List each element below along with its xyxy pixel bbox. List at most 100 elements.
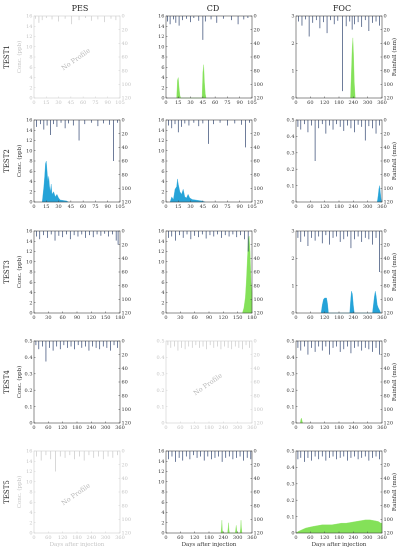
test5-foc-y-tick-label: 0	[291, 531, 294, 537]
test5-cd-x-axis-label: Days after injection	[182, 542, 237, 548]
test2-foc-x-tick-label: 360	[377, 204, 387, 210]
test2-cd-y-tick-label: 14	[158, 128, 164, 134]
test3-pes-x-tick-label: 120	[87, 315, 97, 321]
test1-pes-y-tick-label: 0	[29, 96, 32, 102]
test3-pes-y-tick-label: 10	[26, 259, 32, 265]
test2-foc-y2-tick-label: 60	[384, 159, 390, 165]
test1-pes-y2-tick-label: 100	[122, 82, 132, 88]
test3-cd-y2-tick-label: 20	[254, 242, 260, 248]
test3-cd-y2-tick-label: 40	[254, 256, 260, 262]
test1-cd-y2-tick-label: 120	[254, 96, 264, 102]
test3-cd-y-tick-label: 4	[161, 290, 164, 296]
test4-cd-y2-tick-label: 40	[254, 366, 260, 372]
test5-pes-x-tick-label: 0	[32, 535, 35, 541]
test1-cd-y-tick-label: 6	[161, 65, 164, 71]
test4-foc-concentration-area	[300, 417, 303, 424]
test2-cd-x-tick-label: 45	[200, 204, 206, 210]
test2-foc-y-tick-label: 0.1	[287, 183, 295, 189]
test5-cd-frame	[165, 450, 253, 534]
test4-cd-x-tick-label: 0	[164, 425, 167, 431]
test3-pes-x-tick-label: 0	[32, 315, 35, 321]
test2-cd-y-tick-label: 2	[161, 189, 164, 195]
test2-foc-y2-tick-label: 120	[384, 200, 394, 206]
column-titles: PES CD FOC	[72, 4, 351, 13]
row-title-test5: TEST5	[3, 480, 11, 504]
test4-pes-x-tick-label: 180	[72, 425, 82, 431]
test3-cd-y2-tick-label: 60	[254, 270, 260, 276]
test1-foc-y-tick-label: 2	[291, 41, 294, 47]
test1-foc-x-tick-label: 360	[377, 100, 387, 106]
test4-cd-no-profile-label: No Profile	[192, 371, 224, 397]
test3-cd-y-tick-label: 2	[161, 300, 164, 306]
test3-foc-y-tick-label: 1	[291, 283, 294, 289]
test4-foc-y-tick-label: 0	[291, 421, 294, 427]
test4-pes-y-tick-label: 0.2	[25, 388, 33, 394]
test3-pes-x-tick-label: 150	[101, 315, 111, 321]
test3-foc-x-tick-label: 60	[307, 315, 313, 321]
test4-pes-y-tick-label: 0.5	[25, 339, 33, 345]
test3-foc-x-tick-label: 180	[334, 315, 344, 321]
test5-foc-y2-tick-label: 120	[384, 531, 394, 537]
test1-pes-x-tick-label: 0	[32, 100, 35, 106]
test3-foc-right-axis-label: Rainfall (mm)	[391, 253, 398, 291]
test1-foc-y2-tick-label: 120	[384, 96, 394, 102]
test1-cd-y-tick-label: 8	[161, 55, 164, 61]
test4-foc-frame	[295, 340, 383, 424]
test5-pes-y2-tick-label: 0	[122, 449, 125, 455]
test4-foc-y2-tick-label: 120	[384, 421, 394, 427]
test3-foc-x-tick-label: 120	[320, 315, 330, 321]
panel-test5-pes: 0 2 4 6 8 10 12 14 16 0 20 40 60 80 100 120 0 60 120 180 240…	[16, 449, 131, 548]
test5-cd-x-tick-label: 0	[164, 535, 167, 541]
test3-pes-y-tick-label: 12	[26, 249, 32, 255]
test1-cd-x-tick-label: 90	[237, 100, 243, 106]
panel-test4-cd: 0 0.1 0.2 0.3 0.4 0.5 0 20 40 60 80 100 120 0 60 120 180…	[157, 339, 264, 431]
column-title-cd: CD	[207, 4, 220, 13]
test2-foc-x-tick-label: 300	[363, 204, 373, 210]
test2-pes-y-tick-label: 14	[26, 128, 32, 134]
test3-cd-y-tick-label: 16	[158, 229, 164, 235]
test3-foc-y2-tick-label: 100	[384, 297, 394, 303]
test2-pes-left-axis-label: Conc. (ppb)	[16, 145, 23, 178]
test3-cd-y-tick-label: 12	[158, 249, 164, 255]
test5-cd-y-tick-label: 8	[161, 490, 164, 496]
test1-foc-y-tick-label: 0	[291, 96, 294, 102]
test5-foc-y2-tick-label: 0	[384, 449, 387, 455]
test5-pes-x-tick-label: 120	[58, 535, 68, 541]
test3-cd-x-tick-label: 180	[247, 315, 257, 321]
test3-pes-y-tick-label: 16	[26, 229, 32, 235]
test5-cd-y2-tick-label: 60	[254, 490, 260, 496]
test4-pes-y2-tick-label: 0	[122, 339, 125, 345]
panel-test5-cd: 0 2 4 6 8 10 12 14 16 0 20 40 60 80 100 120 0 60 120 180 240…	[158, 449, 263, 548]
test5-pes-y2-tick-label: 120	[122, 531, 132, 537]
panel-test2-foc: 0 0.1 0.2 0.3 0.4 0.5 0 20 40 60 80 100 120 0 60 120 180…	[287, 118, 398, 210]
test4-cd-x-tick-label: 300	[233, 425, 243, 431]
test2-foc-right-axis-label: Rainfall (mm)	[391, 142, 398, 180]
test4-pes-y-tick-label: 0.4	[25, 355, 33, 361]
test2-pes-y-tick-label: 2	[29, 189, 32, 195]
test4-cd-y2-tick-label: 60	[254, 380, 260, 386]
test1-foc-concentration-area	[350, 37, 356, 99]
test5-pes-x-tick-label: 300	[101, 535, 111, 541]
row-titles: TEST1 TEST2 TEST3 TEST4 TEST5	[3, 45, 11, 504]
test1-cd-x-tick-label: 75	[224, 100, 230, 106]
test5-foc-y-tick-label: 0.1	[287, 514, 295, 520]
test5-pes-y2-tick-label: 60	[122, 490, 128, 496]
test2-pes-x-tick-label: 0	[32, 204, 35, 210]
test4-foc-x-tick-label: 120	[320, 425, 330, 431]
test1-pes-y2-tick-label: 60	[122, 55, 128, 61]
test2-pes-y2-tick-label: 20	[122, 131, 128, 137]
test2-cd-y-tick-label: 16	[158, 118, 164, 124]
test5-pes-y-tick-label: 16	[26, 449, 32, 455]
test4-cd-y-tick-label: 0.4	[157, 355, 165, 361]
test3-foc-y2-tick-label: 20	[384, 242, 390, 248]
test3-foc-y2-tick-label: 40	[384, 256, 390, 262]
test5-cd-y-tick-label: 12	[158, 469, 164, 475]
test2-pes-x-tick-label: 90	[105, 204, 111, 210]
test3-cd-x-tick-label: 120	[219, 315, 229, 321]
test4-cd-y-tick-label: 0.1	[157, 404, 165, 410]
test5-cd-y-tick-label: 10	[158, 479, 164, 485]
test3-pes-x-tick-label: 60	[59, 315, 65, 321]
test1-pes-y2-tick-label: 120	[122, 96, 132, 102]
